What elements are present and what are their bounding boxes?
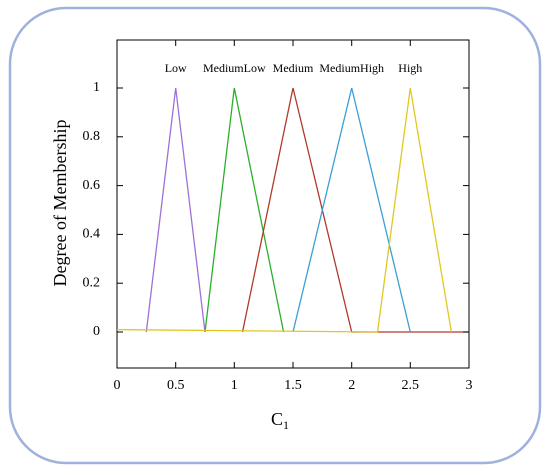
y-tick-label: 1 — [93, 80, 100, 95]
series-lines — [116, 87, 469, 333]
x-tick-label: 1 — [231, 378, 238, 393]
x-tick-label: 2.5 — [402, 378, 420, 393]
x-axis-title-subscript: 1 — [283, 418, 289, 432]
y-tick-label: 0.8 — [83, 129, 101, 144]
x-tick-label: 0 — [114, 378, 121, 393]
series-label-mediumlow: MediumLow — [203, 61, 266, 75]
series-label-medium: Medium — [273, 61, 314, 75]
y-tick-label: 0.6 — [83, 178, 101, 193]
x-tick-label: 1.5 — [284, 378, 302, 393]
y-tick-label: 0.2 — [83, 275, 101, 290]
axis-ticks: 0 0.5 1 1.5 2 2.5 3 0 0.2 0.4 0.6 0.8 1 — [83, 40, 473, 393]
series-label-low: Low — [165, 61, 187, 75]
y-tick-label: 0.4 — [83, 227, 101, 242]
series-label-high: High — [398, 61, 422, 75]
x-tick-label: 0.5 — [167, 378, 185, 393]
series-line-low — [145, 87, 206, 333]
x-axis-title-main: C — [271, 409, 283, 429]
series-line-high — [116, 87, 453, 333]
y-axis-title: Degree of Membership — [50, 120, 70, 287]
rounded-frame — [8, 6, 542, 465]
x-axis-title: C1 — [271, 409, 289, 432]
series-label-mediumhigh: MediumHigh — [319, 61, 384, 75]
series-line-mediumlow — [204, 87, 285, 333]
x-tick-label: 3 — [466, 378, 473, 393]
series-line-mediumhigh — [292, 87, 411, 333]
series-labels: Low MediumLow Medium MediumHigh High — [165, 61, 423, 75]
x-tick-label: 2 — [348, 378, 355, 393]
y-tick-label: 0 — [93, 324, 100, 339]
